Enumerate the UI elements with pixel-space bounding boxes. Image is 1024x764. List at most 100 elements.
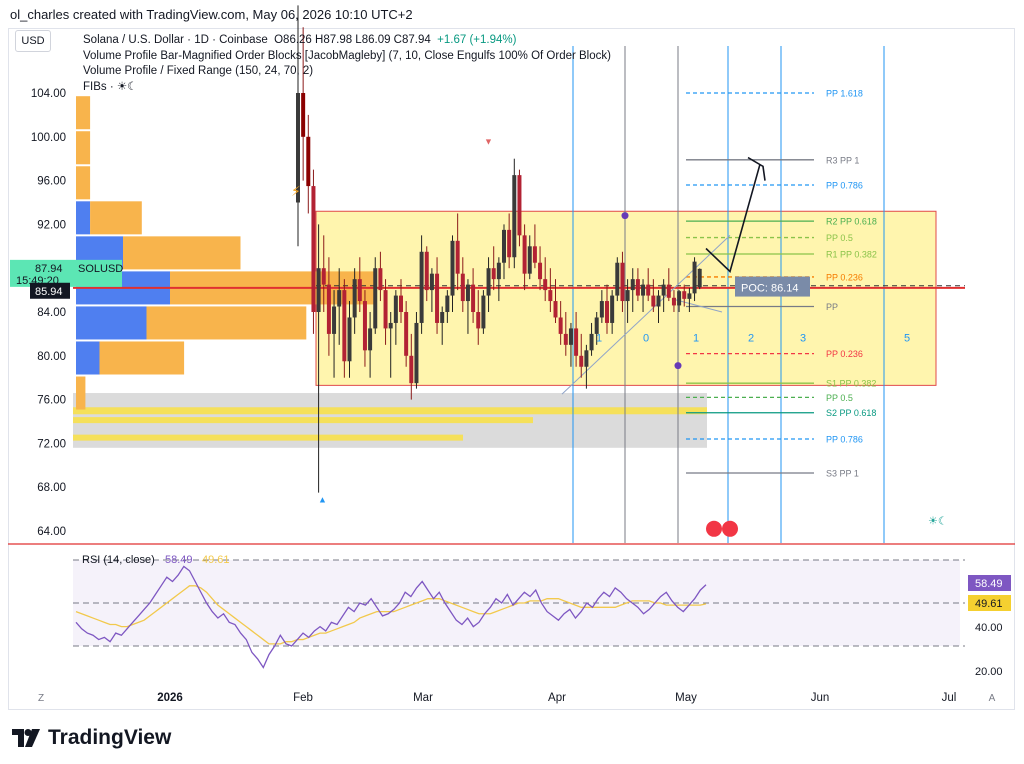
pivot-label: PP 0.786 (826, 180, 863, 190)
time-cycle-label: 0 (643, 333, 649, 345)
candle-body (594, 317, 599, 334)
price-tick: 72.00 (37, 438, 66, 450)
time-tick: Jun (811, 692, 830, 704)
pivot-label: S1 PP 0.382 (826, 379, 876, 389)
price-tick: 96.00 (37, 176, 66, 188)
volume-profile-buy (76, 201, 91, 235)
legend-symbol-row: Solana / U.S. Dollar · 1D · Coinbase O86… (83, 33, 611, 49)
candle-body (321, 268, 326, 285)
candle-body (440, 312, 445, 323)
candle-body (692, 261, 697, 294)
candle-body (620, 262, 625, 302)
candle-body (677, 291, 682, 306)
time-cycle-label: 3 (800, 333, 806, 345)
rsi-tick: 40.00 (975, 622, 1003, 634)
time-tick: 2026 (157, 692, 183, 704)
volume-profile-sell (76, 376, 86, 410)
pivot-label: PP 0.786 (826, 435, 863, 445)
order-block-bar (73, 417, 533, 424)
rsi-value-tag-text: 58.49 (975, 578, 1003, 590)
price-tick: 104.00 (31, 88, 66, 100)
legend-indicator-2[interactable]: Volume Profile / Fixed Range (150, 24, 7… (83, 65, 314, 77)
candle-body (393, 295, 398, 323)
lightning-icon: ⚡ (291, 183, 301, 199)
time-tick: Feb (293, 692, 313, 704)
candle-body (599, 301, 604, 318)
pivot-label: S3 PP 1 (826, 468, 859, 478)
time-tick: Jul (942, 692, 957, 704)
candle-body (661, 284, 666, 296)
candle-body (383, 290, 388, 329)
currency-button[interactable]: USD (15, 30, 51, 52)
volume-profile-buy (76, 341, 100, 375)
pivot-label: PP 0.5 (826, 233, 853, 243)
time-tick: May (675, 692, 697, 704)
rsi-value-tag (968, 575, 1011, 591)
candle-body (362, 301, 367, 351)
pivot-label: PP 0.236 (826, 272, 863, 282)
volume-profile-sell (99, 341, 185, 375)
candle-body (455, 240, 460, 274)
candle-body (424, 251, 429, 291)
candle-body (368, 328, 373, 351)
chart-frame (8, 28, 1015, 710)
candle-body (471, 284, 476, 312)
candle-body (419, 251, 424, 323)
volume-profile-sell (76, 131, 91, 165)
time-tick: Mar (413, 692, 433, 704)
chart-legend: Solana / U.S. Dollar · 1D · Coinbase O86… (83, 33, 611, 95)
legend-symbol[interactable]: Solana / U.S. Dollar · 1D · Coinbase (83, 34, 268, 46)
candle-body (651, 295, 656, 307)
rsi-value-legend: 58.49 (165, 554, 193, 566)
price-tick: 68.00 (37, 482, 66, 494)
poc-label-box (735, 276, 810, 297)
candle-body (347, 317, 352, 362)
candle-body (301, 93, 306, 137)
rsi-title: RSI (14, close) (82, 554, 155, 566)
price-tick: 92.00 (37, 219, 66, 231)
projection-arrowhead (747, 156, 766, 181)
legend-indicator-1[interactable]: Volume Profile Bar-Magnified Order Block… (83, 49, 611, 62)
legend-indicator-3[interactable]: FIBs · ☀☾ (83, 80, 138, 93)
candle-body (527, 246, 532, 274)
legend-ohlc: O86.26 H87.98 L86.09 C87.94 (274, 34, 431, 46)
candle-body (352, 279, 357, 318)
candle-body (496, 262, 501, 280)
candle-body (306, 136, 311, 187)
event-icon (722, 520, 738, 537)
candle-body (558, 317, 563, 334)
candle-body (548, 290, 553, 302)
candle-body (337, 290, 342, 307)
candle-body (445, 295, 450, 312)
volume-profile-sell (146, 306, 307, 340)
candle-body (476, 312, 481, 329)
candle-body (517, 175, 522, 236)
candle-body (378, 268, 383, 291)
candle-body (357, 279, 362, 302)
tradingview-logo[interactable]: TradingView (12, 726, 171, 750)
rsi-ma-tag-text: 49.61 (975, 598, 1003, 610)
time-cycle-label: 5 (904, 333, 910, 345)
candle-body (584, 350, 589, 367)
candle-body (465, 284, 470, 302)
volume-profile-sell (76, 96, 91, 130)
volume-profile-sell (123, 236, 241, 270)
candle-body (373, 268, 378, 329)
candle-body (326, 284, 331, 334)
time-tick: Apr (548, 692, 566, 704)
tradingview-logo-icon (12, 729, 40, 747)
candle-body (512, 175, 517, 258)
projection-arrow (705, 163, 761, 273)
pivot-label: R1 PP 0.382 (826, 249, 877, 259)
candle-body (553, 301, 558, 318)
marker-dot (621, 212, 629, 220)
zoom-icon: Z (38, 693, 44, 704)
candle-body (625, 290, 630, 302)
marker-triangle: ▼ (484, 136, 493, 146)
last-price-value: 87.94 (35, 263, 63, 275)
candle-body (481, 295, 486, 329)
candle-body (414, 322, 419, 384)
candle-body (615, 262, 620, 296)
pivot-label: S2 PP 0.618 (826, 408, 876, 418)
